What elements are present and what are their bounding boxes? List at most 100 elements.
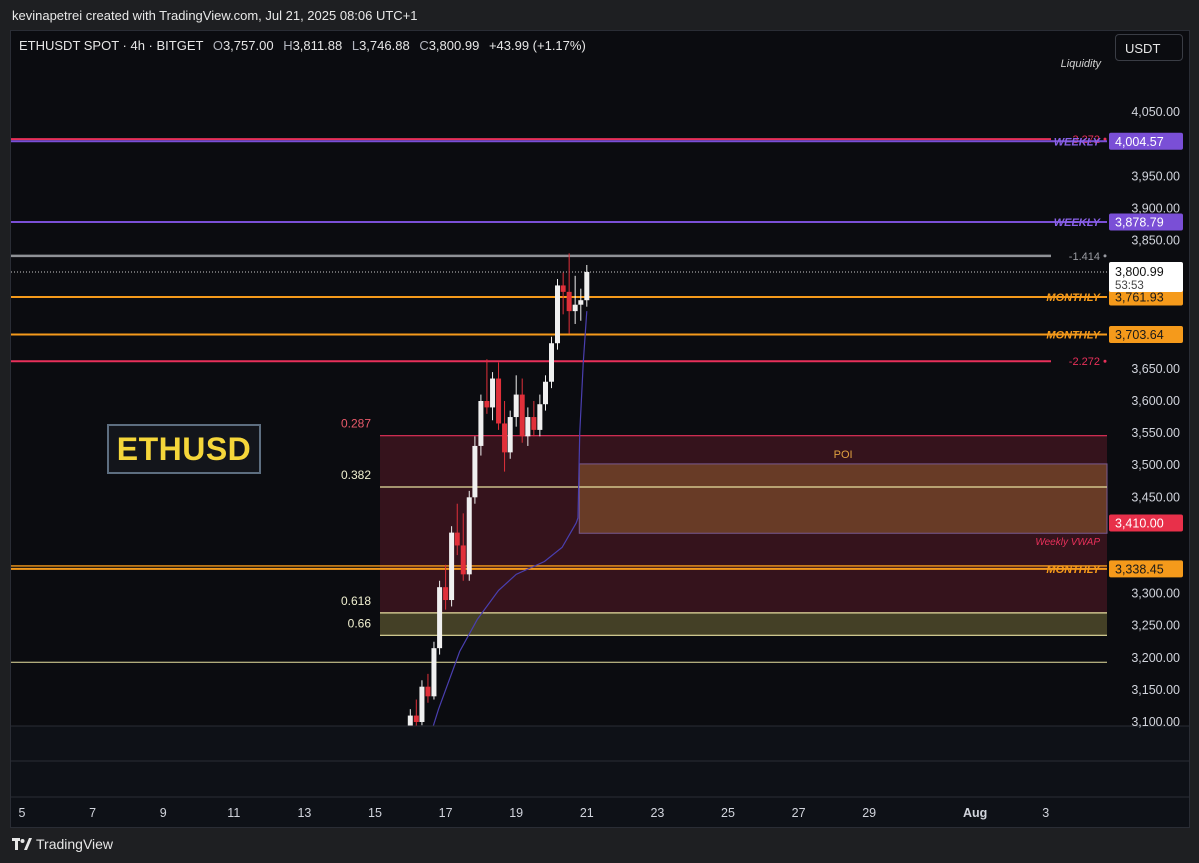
- close-value: 3,800.99: [428, 38, 480, 53]
- y-tick-label: 3,600.00: [1131, 394, 1180, 408]
- change-value: +43.99 (+1.17%): [488, 38, 586, 53]
- ethusd-annotation: ETHUSD: [107, 424, 261, 474]
- candle-body: [431, 648, 437, 697]
- level-label: -1.414: [1069, 251, 1100, 263]
- level-price-tag-bg: [1109, 560, 1183, 578]
- candle-body: [584, 271, 590, 301]
- candle-body: [454, 532, 460, 546]
- level-label: WEEKLY: [1054, 136, 1102, 148]
- level-price-tag-bg: [1109, 288, 1183, 306]
- candle-body: [549, 343, 554, 382]
- candle-body: [578, 300, 584, 305]
- fib-zone-red: [380, 435, 1107, 613]
- candle-body: [425, 686, 431, 697]
- candle-body: [437, 587, 443, 649]
- candle-body: [413, 715, 419, 722]
- level-label: MONTHLY: [1046, 564, 1101, 576]
- y-tick-label: 3,650.00: [1131, 362, 1180, 376]
- x-tick-label: 3: [1042, 806, 1049, 820]
- level-price-tag-bg: [1109, 213, 1183, 231]
- x-tick-label: 15: [368, 806, 382, 820]
- y-tick-label: 3,850.00: [1131, 234, 1180, 248]
- high-label: H: [283, 38, 293, 53]
- y-tick-label: 4,050.00: [1131, 105, 1180, 119]
- x-tick-label: 9: [160, 806, 167, 820]
- open-value: 3,757.00: [222, 38, 274, 53]
- x-tick-label: 13: [297, 806, 311, 820]
- x-tick-label: 7: [89, 806, 96, 820]
- candle-body: [502, 423, 508, 453]
- candle-body: [449, 532, 455, 601]
- fib-label: 0.66: [348, 616, 372, 630]
- current-price-tag-bg: [1109, 261, 1183, 292]
- y-tick-label: 3,450.00: [1131, 490, 1180, 504]
- symbol-title[interactable]: ETHUSDT SPOT · 4h · BITGET: [19, 38, 204, 53]
- level-price-tag: 3,878.79: [1115, 216, 1164, 230]
- y-tick-label: 3,250.00: [1131, 619, 1180, 633]
- level-price-tag: 3,761.93: [1115, 291, 1164, 305]
- candle-body: [542, 381, 548, 405]
- candle-body: [460, 545, 466, 575]
- x-tick-label: 17: [439, 806, 453, 820]
- current-price-tag: 3,800.99: [1115, 265, 1164, 279]
- currency-button[interactable]: USDT: [1115, 34, 1183, 61]
- candle-body: [560, 285, 566, 292]
- candle-body: [507, 417, 513, 453]
- y-tick-label: 3,300.00: [1131, 587, 1180, 601]
- tradingview-logo-icon: [12, 837, 32, 851]
- candle-body: [466, 497, 472, 575]
- level-label: WEEKLY: [1054, 217, 1102, 229]
- candle-body: [531, 417, 537, 430]
- x-tick-label: 25: [721, 806, 735, 820]
- vwap-price-tag: 3,410.00: [1115, 516, 1164, 530]
- level-dot: [1103, 254, 1107, 258]
- lower-pane: [11, 726, 1189, 827]
- x-tick-label: 19: [509, 806, 523, 820]
- liquidity-label: Liquidity: [1060, 58, 1101, 70]
- poi-label: POI: [834, 449, 853, 461]
- candle-body: [443, 587, 449, 601]
- level-label: -2.272: [1069, 356, 1100, 368]
- fib-label: 0.382: [341, 468, 371, 482]
- y-tick-label: 3,100.00: [1131, 715, 1180, 729]
- y-tick-label: 3,200.00: [1131, 651, 1180, 665]
- level-label: MONTHLY: [1046, 329, 1101, 341]
- level-price-tag: 4,004.57: [1115, 135, 1164, 149]
- candle-body: [519, 394, 525, 437]
- footer-brand: TradingView: [12, 836, 113, 852]
- countdown-label: 53:53: [1115, 280, 1144, 292]
- candle-body: [419, 686, 425, 722]
- x-tick-label: 27: [792, 806, 806, 820]
- level-price-tag: 3,338.45: [1115, 562, 1164, 576]
- candle-body: [472, 445, 478, 498]
- x-tick-label: Aug: [963, 806, 987, 820]
- y-tick-label: 3,950.00: [1131, 169, 1180, 183]
- candle-body: [525, 417, 531, 437]
- candle-body: [490, 378, 496, 408]
- x-tick-label: 11: [227, 806, 240, 820]
- low-label: L: [351, 38, 360, 53]
- fib-label: 0.618: [341, 594, 371, 608]
- vwap-price-tag-bg: [1109, 514, 1183, 532]
- chart-credit: kevinapetrei created with TradingView.co…: [12, 8, 418, 23]
- level-price-tag: 3,703.64: [1115, 328, 1164, 342]
- symbol-info-bar[interactable]: ETHUSDT SPOT · 4h · BITGET O3,757.00 H 3,…: [19, 38, 586, 53]
- candle-body: [537, 404, 543, 430]
- candle-body: [566, 291, 572, 312]
- level-dot: [1103, 137, 1107, 141]
- candle-body: [572, 304, 578, 312]
- level-label: MONTHLY: [1046, 292, 1101, 304]
- close-label: C: [419, 38, 429, 53]
- y-tick-label: 3,500.00: [1131, 458, 1180, 472]
- poi-zone: [578, 463, 1108, 534]
- x-tick-label: 23: [650, 806, 664, 820]
- fib-label: 0.287: [341, 417, 371, 431]
- level-price-tag-bg: [1109, 325, 1183, 343]
- open-label: O: [212, 38, 223, 53]
- level-dot: [1103, 359, 1107, 363]
- candle-body: [513, 394, 519, 418]
- level-label: 3.272: [1072, 134, 1100, 146]
- chart-panel[interactable]: POI 0.287 0.382 0.618 0.66 3.272 WEEKLY WEEKLY -…: [10, 30, 1190, 828]
- footer-brand-text: TradingView: [36, 836, 114, 852]
- y-tick-label: 3,900.00: [1131, 201, 1180, 215]
